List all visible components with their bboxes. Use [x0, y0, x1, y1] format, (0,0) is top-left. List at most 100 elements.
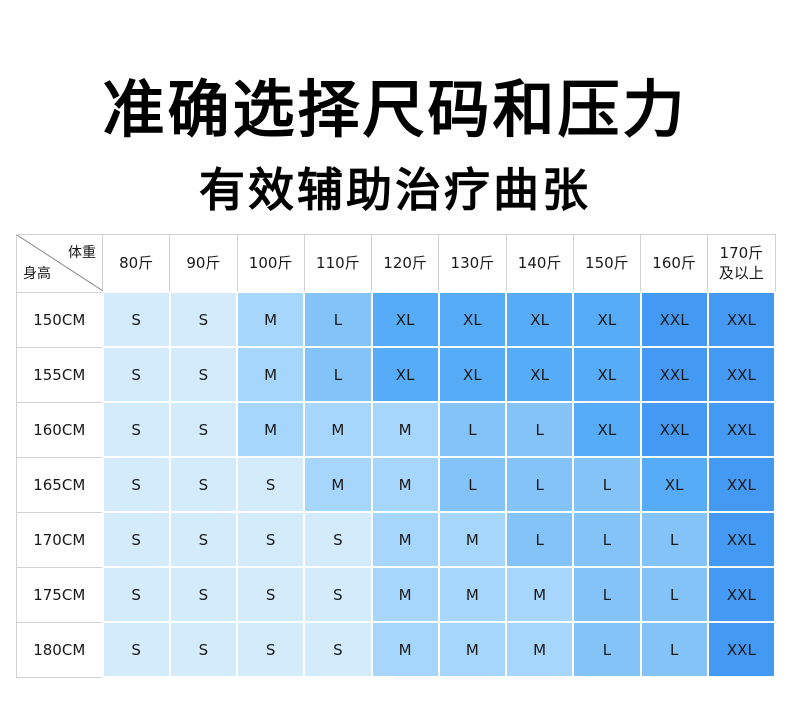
size-cell: L: [437, 456, 508, 513]
size-cell: M: [235, 346, 306, 403]
size-cell: XL: [504, 291, 575, 348]
size-cell: S: [101, 621, 171, 678]
size-chart-body: 150CM S S M L XL XL XL XL XXL XXL 155CM S S M L XL XL XL XL…: [16, 291, 777, 678]
size-chart-header: 体重 身高 80斤 90斤 100斤 110斤 120斤 130斤 140斤 1…: [16, 234, 776, 293]
size-cell: S: [168, 401, 239, 458]
size-cell: XL: [639, 456, 709, 513]
size-cell: M: [370, 566, 440, 623]
size-cell: S: [168, 566, 239, 623]
size-cell: S: [235, 456, 306, 513]
size-cell: L: [504, 401, 575, 458]
size-cell: S: [101, 401, 171, 458]
size-cell: L: [572, 511, 642, 568]
size-cell: S: [235, 566, 306, 623]
size-cell: XXL: [706, 291, 777, 348]
size-cell: L: [639, 621, 709, 678]
weight-header-140: 140斤: [505, 234, 574, 293]
size-cell: M: [437, 621, 508, 678]
size-cell: XXL: [706, 511, 777, 568]
size-cell: M: [370, 621, 440, 678]
size-cell: XXL: [706, 566, 777, 623]
weight-header-100: 100斤: [236, 234, 305, 293]
height-row-label: 170CM: [16, 511, 103, 568]
height-row-label: 155CM: [16, 346, 103, 403]
weight-header-160: 160斤: [639, 234, 709, 293]
table-row: 155CM S S M L XL XL XL XL XXL XXL: [16, 346, 777, 403]
size-cell: XXL: [706, 346, 777, 403]
weight-header-170: 170斤: [719, 244, 764, 262]
height-row-label: 160CM: [16, 401, 103, 458]
size-cell: L: [303, 346, 373, 403]
size-cell: L: [639, 511, 709, 568]
size-cell: XL: [370, 346, 440, 403]
size-cell: M: [504, 566, 575, 623]
weight-header-and-above: 及以上: [718, 264, 764, 282]
size-cell: XL: [504, 346, 575, 403]
weight-header-80: 80斤: [101, 234, 171, 293]
size-cell: L: [572, 621, 642, 678]
size-cell: XXL: [639, 401, 709, 458]
weight-header-120: 120斤: [370, 234, 440, 293]
height-row-label: 180CM: [16, 621, 103, 678]
corner-header-cell: 体重 身高: [16, 234, 103, 293]
size-cell: M: [504, 621, 575, 678]
size-chart-table: 体重 身高 80斤 90斤 100斤 110斤 120斤 130斤 140斤 1…: [16, 234, 777, 678]
size-cell: L: [504, 511, 575, 568]
size-cell: XL: [437, 291, 508, 348]
weight-header-130: 130斤: [438, 234, 507, 293]
size-cell: M: [370, 401, 440, 458]
size-cell: XL: [437, 346, 508, 403]
size-cell: L: [572, 456, 642, 513]
size-cell: XXL: [639, 291, 709, 348]
size-cell: S: [303, 621, 373, 678]
height-axis-label: 身高: [23, 265, 51, 282]
size-cell: XXL: [639, 346, 709, 403]
size-cell: S: [168, 346, 239, 403]
size-cell: L: [303, 291, 373, 348]
weight-header-90: 90斤: [169, 234, 238, 293]
table-row: 175CM S S S S M M M L L XXL: [16, 566, 777, 623]
table-row: 150CM S S M L XL XL XL XL XXL XXL: [16, 291, 777, 348]
size-cell: M: [303, 401, 373, 458]
table-row: 160CM S S M M M L L XL XXL XXL: [16, 401, 777, 458]
size-cell: M: [437, 566, 508, 623]
size-cell: S: [101, 511, 171, 568]
height-row-label: 175CM: [16, 566, 103, 623]
weight-header-110: 110斤: [303, 234, 373, 293]
size-cell: S: [101, 346, 171, 403]
size-cell: L: [639, 566, 709, 623]
size-cell: S: [235, 511, 306, 568]
size-cell: M: [303, 456, 373, 513]
page-subtitle: 有效辅助治疗曲张: [199, 163, 591, 217]
size-cell: S: [303, 511, 373, 568]
table-row: 165CM S S S M M L L L XL XXL: [16, 456, 777, 513]
size-cell: XXL: [706, 456, 777, 513]
size-cell: L: [437, 401, 508, 458]
size-cell: XXL: [706, 401, 777, 458]
size-cell: M: [370, 456, 440, 513]
size-cell: M: [370, 511, 440, 568]
size-cell: XXL: [706, 621, 777, 678]
table-row: 170CM S S S S M M L L L XXL: [16, 511, 777, 568]
diagonal-divider: [17, 235, 103, 291]
size-cell: L: [504, 456, 575, 513]
size-cell: S: [168, 511, 239, 568]
weight-header-row: 体重 身高 80斤 90斤 100斤 110斤 120斤 130斤 140斤 1…: [16, 234, 776, 293]
table-row: 180CM S S S S M M M L L XXL: [16, 621, 777, 678]
size-cell: XL: [572, 346, 642, 403]
size-cell: S: [101, 291, 171, 348]
size-cell: S: [168, 456, 239, 513]
size-cell: S: [101, 456, 171, 513]
size-cell: M: [437, 511, 508, 568]
size-cell: L: [572, 566, 642, 623]
page-title: 准确选择尺码和压力: [102, 73, 688, 146]
size-cell: M: [235, 401, 306, 458]
weight-axis-label: 体重: [68, 245, 96, 261]
weight-header-150: 150斤: [572, 234, 642, 293]
size-cell: S: [101, 566, 171, 623]
size-cell: M: [235, 291, 306, 348]
size-cell: XL: [370, 291, 440, 348]
size-cell: XL: [572, 291, 642, 348]
weight-header-170-plus: 170斤 及以上: [707, 234, 776, 293]
height-row-label: 165CM: [16, 456, 103, 513]
